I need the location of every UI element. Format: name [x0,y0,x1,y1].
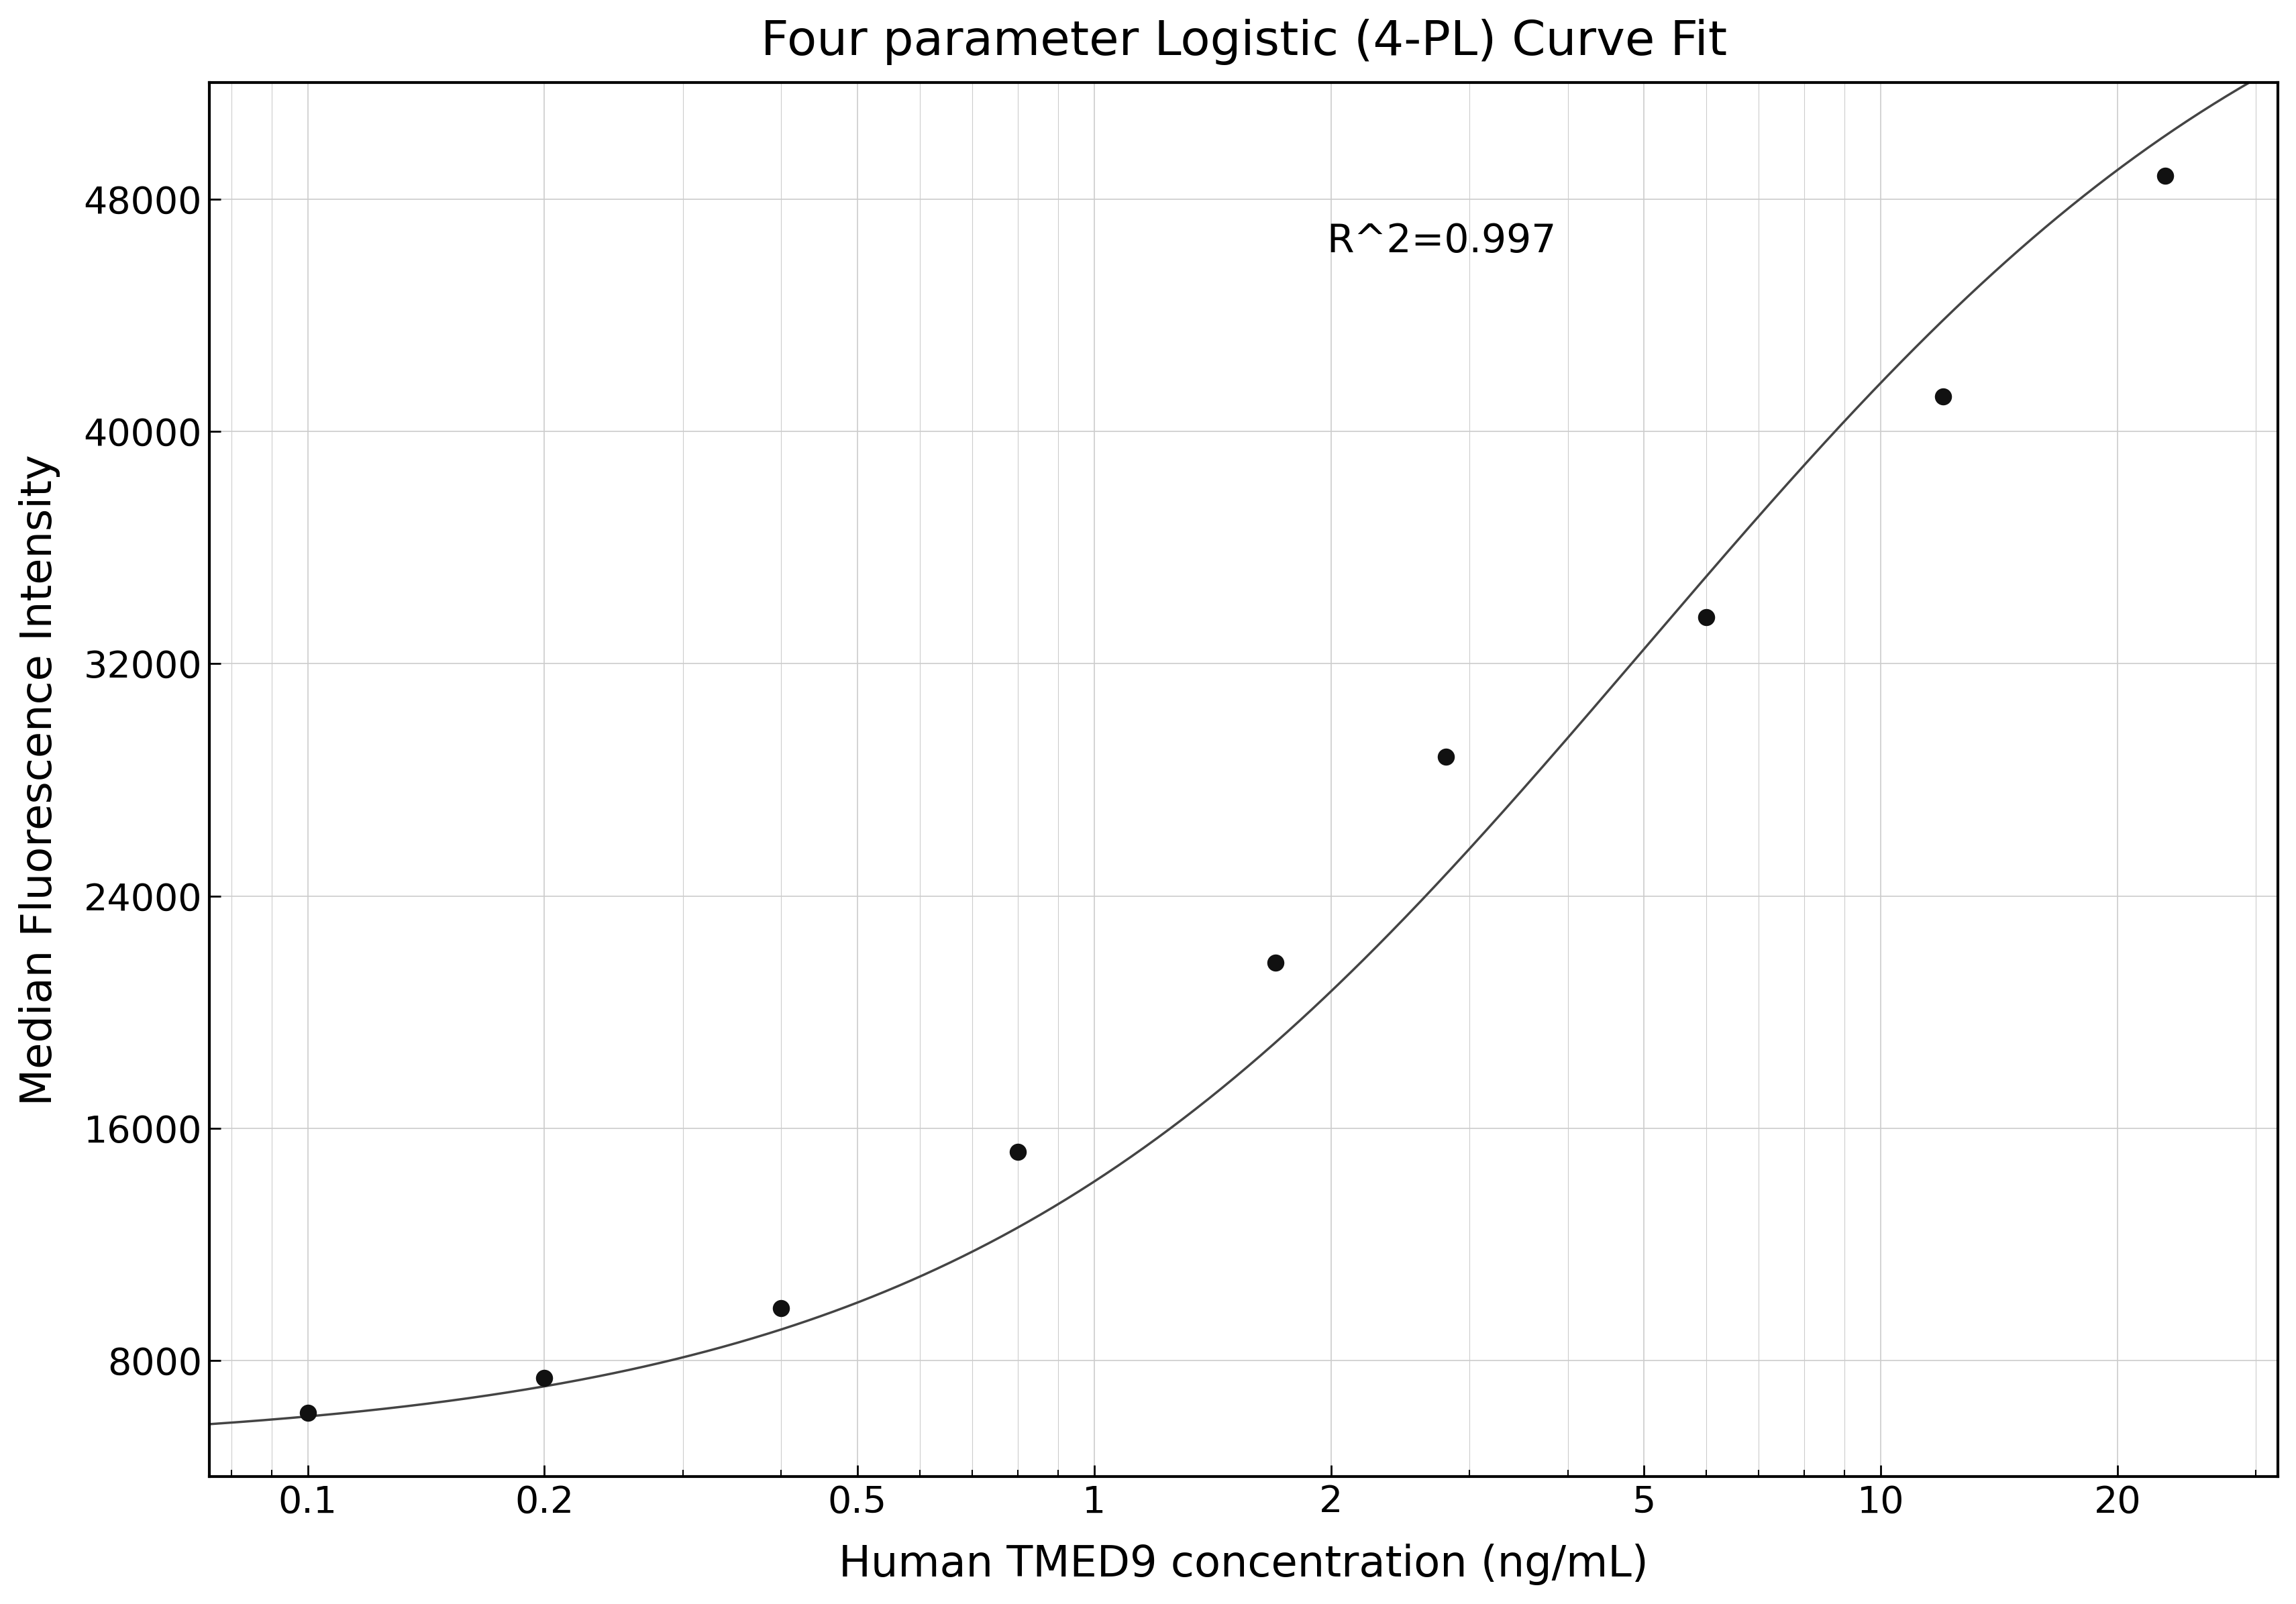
Text: R^2=0.997: R^2=0.997 [1327,223,1557,260]
Point [2147,164,2183,189]
Point [1428,744,1465,770]
Point [999,1139,1035,1165]
Point [1924,383,1961,409]
Title: Four parameter Logistic (4-PL) Curve Fit: Four parameter Logistic (4-PL) Curve Fit [760,19,1727,64]
Point [1256,950,1293,975]
X-axis label: Human TMED9 concentration (ng/mL): Human TMED9 concentration (ng/mL) [838,1543,1649,1585]
Point [1688,605,1724,630]
Point [762,1296,799,1322]
Point [526,1365,563,1391]
Y-axis label: Median Fluorescence Intensity: Median Fluorescence Intensity [18,454,60,1105]
Point [289,1400,326,1426]
